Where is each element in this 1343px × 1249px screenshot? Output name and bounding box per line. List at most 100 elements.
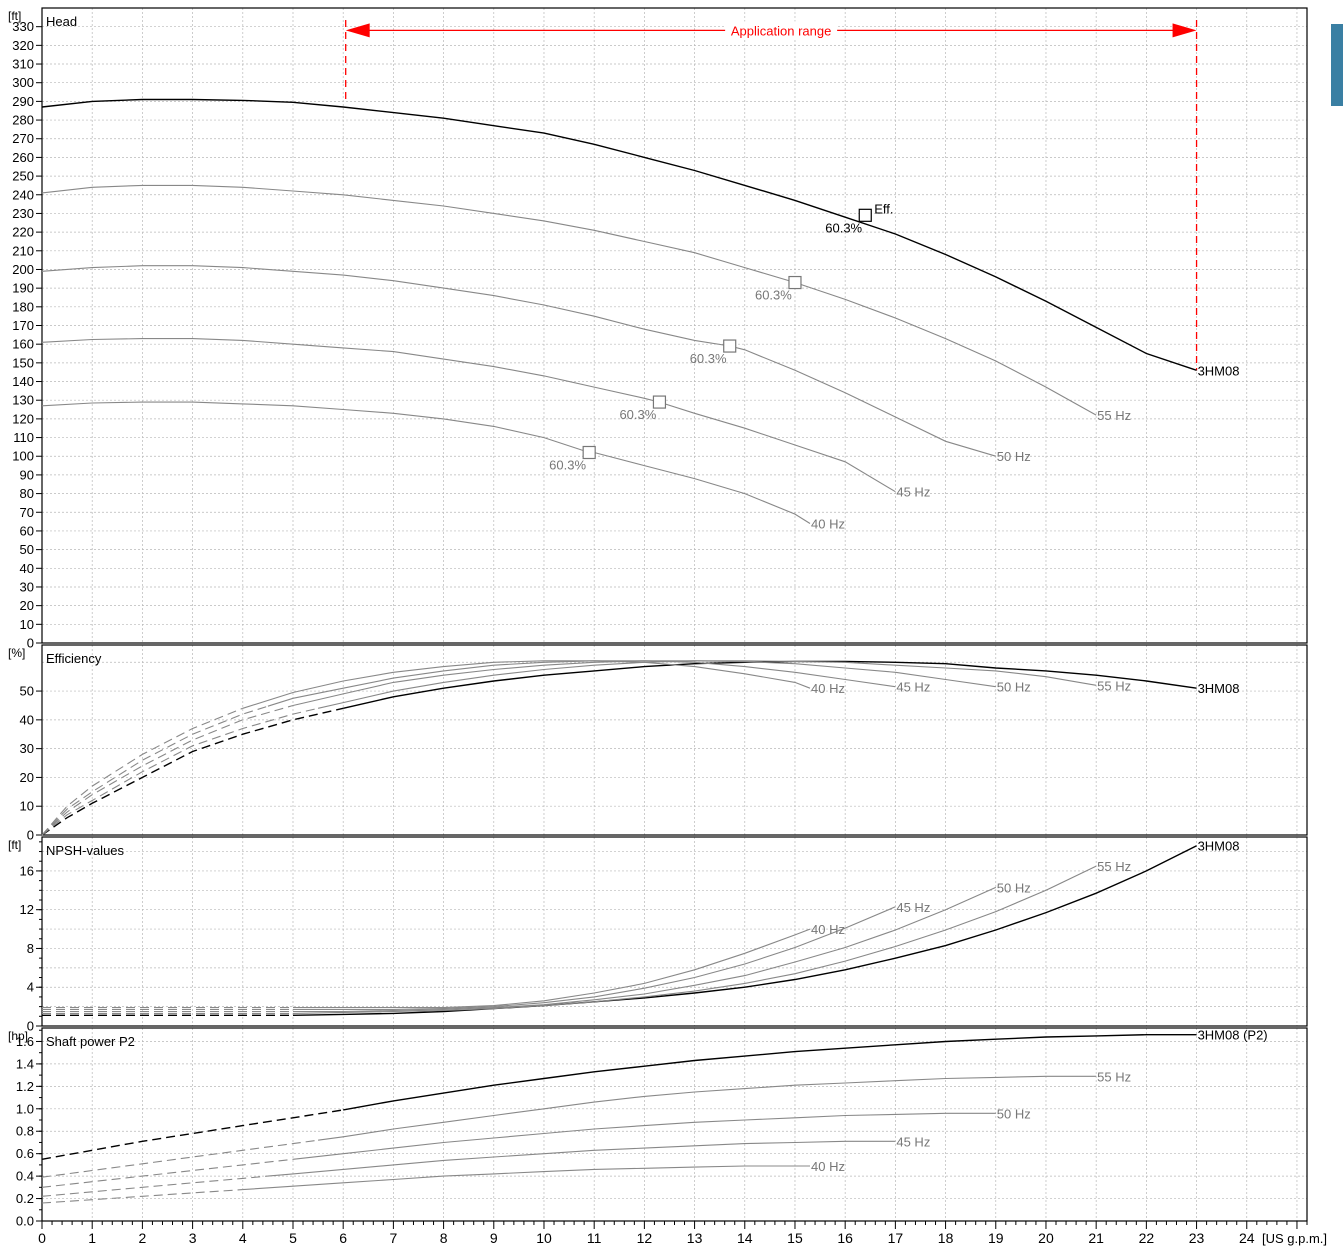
series-label: 40 Hz [811,922,845,937]
efficiency-marker: 60.3% Eff. [825,201,893,235]
series-head-3hm08: 3HM08 [41,98,1240,378]
series-line [292,865,1097,1014]
y-tick-label: 120 [12,411,34,426]
series-npsh-40-hz: 40 Hz [42,922,845,1009]
grid-head [41,7,1307,643]
panel-title-npsh: NPSH-values [46,843,125,858]
y-tick-label: 0.2 [16,1191,34,1206]
series-line-dashed [41,1189,243,1204]
range-arrow-right [1172,23,1197,38]
x-tick-label: 12 [637,1230,653,1246]
x-tick-label: 18 [938,1230,954,1246]
series-label: 55 Hz [1097,859,1131,874]
marker-label: 60.3% [755,288,792,303]
x-tick-label: 4 [239,1230,247,1246]
series-efficiency-50-hz: 50 Hz [41,660,1031,836]
y-tick-label: 0 [27,636,34,651]
x-tick-label: 24 [1239,1230,1255,1246]
x-tick-label: 9 [490,1230,498,1246]
series-line-dashed [41,707,244,836]
y-tick-label: 230 [12,206,34,221]
x-tick-label: 0 [38,1230,46,1246]
x-tick-label: 8 [440,1230,448,1246]
y-ticks-efficiency [36,690,42,836]
series-npsh-55-hz: 55 Hz [42,859,1131,1014]
series-power-40-hz: 40 Hz [41,1159,845,1204]
series-head-45-hz: 45 Hz [41,338,930,500]
series-line-dashed [41,704,294,836]
x-tick-label: 21 [1088,1230,1104,1246]
y-tick-label: 90 [20,467,34,482]
series-efficiency-55-hz: 55 Hz [41,660,1131,836]
y-ticks-npsh [36,841,42,1027]
y-tick-label: 0 [27,828,34,843]
y-tick-label: 110 [13,430,34,445]
grid-npsh [41,837,1307,1026]
y-tick-label: 40 [20,712,34,727]
panel-frame [41,644,1308,836]
panel-title-head: Head [46,14,77,29]
series-efficiency-45-hz: 45 Hz [41,660,930,836]
y-tick-label: 20 [20,770,34,785]
x-tick-label: 13 [687,1230,703,1246]
series-head-40-hz: 40 Hz [41,401,845,531]
y-tick-label: 210 [12,243,34,258]
series-label: 45 Hz [896,1134,930,1149]
y-tick-label: 1.6 [16,1034,34,1049]
series-label: 45 Hz [896,900,930,915]
y-tick-label: 140 [12,374,34,389]
series-line-dashed [41,707,319,836]
x-tick-label: 17 [888,1230,904,1246]
series-efficiency-3hm08: 3HM08 [41,660,1239,836]
panel-frame [41,1027,1308,1222]
y-tick-label: 330 [12,19,34,34]
y-unit-npsh: [ft] [8,838,21,852]
series-label: 55 Hz [1097,678,1131,693]
x-tick-label: 22 [1139,1230,1155,1246]
y-tick-label: 1.2 [16,1079,34,1094]
series-line [242,1165,810,1191]
y-tick-label: 4 [27,980,34,995]
series-efficiency-40-hz: 40 Hz [41,660,845,836]
y-tick-label: 12 [20,902,34,917]
y-tick-label: 16 [20,863,34,878]
series-label: 3HM08 [1198,363,1240,378]
x-tick-label: 16 [837,1230,853,1246]
range-arrow-left [345,23,370,38]
series-head-55-hz: 55 Hz [41,184,1131,423]
x-tick-label: 23 [1189,1230,1205,1246]
x-tick-label: 19 [988,1230,1004,1246]
y-tick-label: 170 [12,318,34,333]
series-line [41,184,1097,416]
y-tick-label: 50 [20,542,34,557]
marker-square [858,208,872,222]
series-line [293,906,896,1011]
series-label: 3HM08 [1198,839,1240,854]
x-tick-label: 15 [787,1230,803,1246]
panel-head: 0 10 20 30 40 50 60 70 80 90 100 110 120 130 140 150 160… [8,7,1308,651]
y-tick-label: 150 [12,355,34,370]
panel-title-efficiency: Efficiency [46,651,102,666]
range-label-bg [725,21,838,40]
x-tick-label: 11 [587,1230,602,1246]
series-power-45-hz: 45 Hz [41,1134,930,1197]
range-label: Application range [731,23,831,38]
series-label: 50 Hz [997,1106,1031,1121]
y-ticks-head [36,26,42,644]
y-tick-label: 30 [20,579,34,594]
x-tick-label: 20 [1038,1230,1054,1246]
y-tick-label: 240 [12,187,34,202]
y-tick-label: 180 [12,299,34,314]
x-axis: 0 1 2 3 4 5 6 7 8 9 10 11 12 13 14 15 16 17 18 19 20 21 22 23 24… [38,1221,1327,1246]
series-label: 55 Hz [1097,1069,1131,1084]
y-tick-label: 160 [12,337,34,352]
series-label: 50 Hz [997,880,1031,895]
panel-power: 0.0 0.2 0.4 0.6 0.8 1.0 1.2 1.4 1.6[hp] Shaft pow… [8,1027,1308,1229]
y-tick-label: 10 [20,799,34,814]
y-tick-label: 0 [27,1019,34,1034]
series-label: 45 Hz [896,485,930,500]
x-tick-label: 3 [189,1230,197,1246]
series-line [41,338,896,493]
grid-power [41,1028,1307,1221]
